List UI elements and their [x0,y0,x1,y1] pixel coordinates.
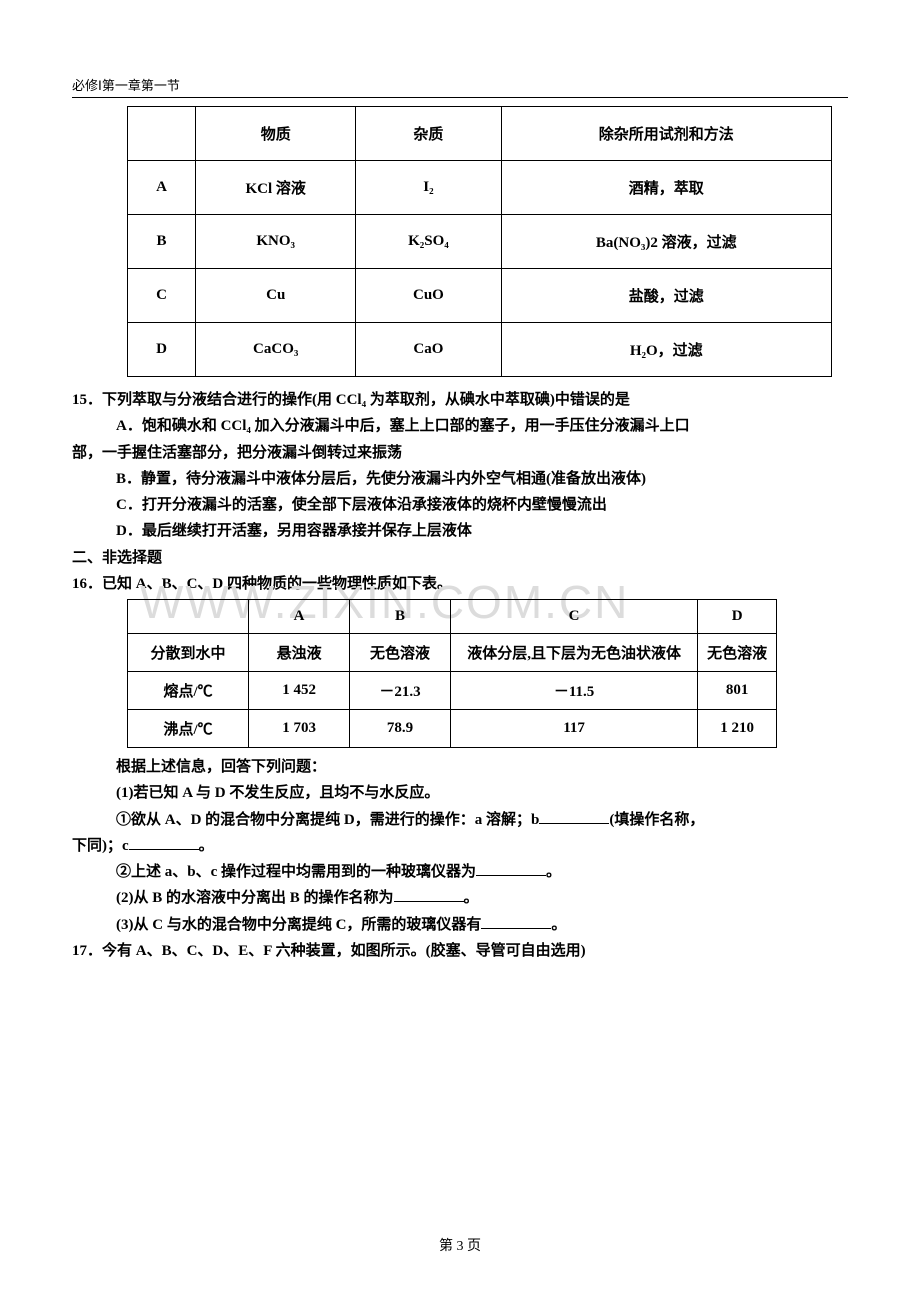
cell: Cu [196,269,356,323]
q16-p1b-text: ①欲从 A、D 的混合物中分离提纯 D，需进行的操作：a 溶解；b [116,812,539,828]
cell: H₂O，过滤 [501,323,831,377]
q15-num: 15． [72,392,102,408]
q16-p1a: (1)若已知 A 与 D 不发生反应，且均不与水反应。 [72,780,848,806]
q16-p1b2-suffix: 。 [199,838,214,854]
table-row: 熔点/℃ 1 452 －21.3 －11.5 801 [128,672,777,710]
cell: KCl 溶液 [196,161,356,215]
blank-input[interactable] [539,809,609,824]
q16-stem: 已知 A、B、C、D 四种物质的一些物理性质如下表。 [102,576,452,592]
cell: KNO₃ [196,215,356,269]
q17-num: 17． [72,943,102,959]
cell: 分散到水中 [128,634,249,672]
question-15: 15．下列萃取与分液结合进行的操作(用 CCl₄ 为萃取剂，从碘水中萃取碘)中错… [72,387,848,545]
blank-input[interactable] [129,835,199,850]
cell: CuO [356,269,501,323]
q17-stem: 今有 A、B、C、D、E、F 六种装置，如图所示。(胶塞、导管可自由选用) [102,943,586,959]
cell: K₂SO₄ [356,215,501,269]
cell: 熔点/℃ [128,672,249,710]
page-number: 第 3 页 [439,1235,481,1255]
table-header-row: A B C D [128,600,777,634]
q15-opt-a-cont: 部，一手握住活塞部分，把分液漏斗倒转过来振荡 [72,440,848,466]
q15-opt-d: D．最后继续打开活塞，另用容器承接并保存上层液体 [72,518,848,544]
q16-num: 16． [72,576,102,592]
th-method: 除杂所用试剂和方法 [501,107,831,161]
cell [128,600,249,634]
cell: C [128,269,196,323]
q16-p3-line: (3)从 C 与水的混合物中分离提纯 C，所需的玻璃仪器有 。 [72,912,848,938]
cell: －11.5 [450,672,697,710]
cell: 1 703 [249,710,350,748]
th-impurity: 杂质 [356,107,501,161]
cell: 78.9 [350,710,451,748]
cell: CaCO₃ [196,323,356,377]
cell: A [128,161,196,215]
cell: D [698,600,777,634]
q15-stem: 下列萃取与分液结合进行的操作(用 CCl₄ 为萃取剂，从碘水中萃取碘)中错误的是 [102,392,630,408]
cell: 沸点/℃ [128,710,249,748]
cell: 1 452 [249,672,350,710]
q16-p1b2-text: 下同)；c [72,838,129,854]
blank-input[interactable] [394,887,464,902]
q16-p3-suffix: 。 [551,917,566,933]
cell: A [249,600,350,634]
table-row: D CaCO₃ CaO H₂O，过滤 [128,323,832,377]
cell: 液体分层,且下层为无色油状液体 [450,634,697,672]
cell: 盐酸，过滤 [501,269,831,323]
table-row: 沸点/℃ 1 703 78.9 117 1 210 [128,710,777,748]
table-row: C Cu CuO 盐酸，过滤 [128,269,832,323]
q16-p1c-text: ②上述 a、b、c 操作过程中均需用到的一种玻璃仪器为 [116,864,476,880]
cell: 1 210 [698,710,777,748]
th-blank [128,107,196,161]
cell: 酒精，萃取 [501,161,831,215]
cell: －21.3 [350,672,451,710]
cell: C [450,600,697,634]
q16-intro: 根据上述信息，回答下列问题： [72,754,848,780]
question-17: 17．今有 A、B、C、D、E、F 六种装置，如图所示。(胶塞、导管可自由选用) [72,938,848,964]
q16-p2-text: (2)从 B 的水溶液中分离出 B 的操作名称为 [116,890,394,906]
section-2-title: 二、非选择题 [72,545,848,571]
cell: 117 [450,710,697,748]
cell: B [128,215,196,269]
cell: D [128,323,196,377]
table-header-row: 物质 杂质 除杂所用试剂和方法 [128,107,832,161]
q15-opt-a: A．饱和碘水和 CCl₄ 加入分液漏斗中后，塞上上口部的塞子，用一手压住分液漏斗… [72,413,848,439]
cell: B [350,600,451,634]
th-substance: 物质 [196,107,356,161]
q16-p3-text: (3)从 C 与水的混合物中分离提纯 C，所需的玻璃仪器有 [116,917,481,933]
cell: CaO [356,323,501,377]
cell: 悬浊液 [249,634,350,672]
cell: Ba(NO₃)2 溶液，过滤 [501,215,831,269]
cell: 无色溶液 [698,634,777,672]
cell: 无色溶液 [350,634,451,672]
blank-input[interactable] [481,914,551,929]
blank-input[interactable] [476,861,546,876]
table-row: 分散到水中 悬浊液 无色溶液 液体分层,且下层为无色油状液体 无色溶液 [128,634,777,672]
table-row: A KCl 溶液 I₂ 酒精，萃取 [128,161,832,215]
q16-p1c-suffix: 。 [546,864,561,880]
q16-p2-line: (2)从 B 的水溶液中分离出 B 的操作名称为 。 [72,885,848,911]
q16-p1b-suffix: (填操作名称， [609,812,704,828]
q16-p1b-line: ①欲从 A、D 的混合物中分离提纯 D，需进行的操作：a 溶解；b (填操作名称， [72,807,848,833]
q16-p1c-line: ②上述 a、b、c 操作过程中均需用到的一种玻璃仪器为 。 [72,859,848,885]
purification-table: 物质 杂质 除杂所用试剂和方法 A KCl 溶液 I₂ 酒精，萃取 B KNO₃… [127,106,832,377]
cell: I₂ [356,161,501,215]
properties-table: A B C D 分散到水中 悬浊液 无色溶液 液体分层,且下层为无色油状液体 无… [127,599,777,748]
q16-p1b2-line: 下同)；c 。 [72,833,848,859]
question-16: 16．已知 A、B、C、D 四种物质的一些物理性质如下表。 [72,571,848,597]
q16-p2-suffix: 。 [464,890,479,906]
q15-opt-b: B．静置，待分液漏斗中液体分层后，先使分液漏斗内外空气相通(准备放出液体) [72,466,848,492]
q16-body: 根据上述信息，回答下列问题： (1)若已知 A 与 D 不发生反应，且均不与水反… [72,754,848,938]
page-header: 必修Ⅰ第一章第一节 [72,75,848,98]
cell: 801 [698,672,777,710]
q15-opt-c: C．打开分液漏斗的活塞，使全部下层液体沿承接液体的烧杯内壁慢慢流出 [72,492,848,518]
table-row: B KNO₃ K₂SO₄ Ba(NO₃)2 溶液，过滤 [128,215,832,269]
